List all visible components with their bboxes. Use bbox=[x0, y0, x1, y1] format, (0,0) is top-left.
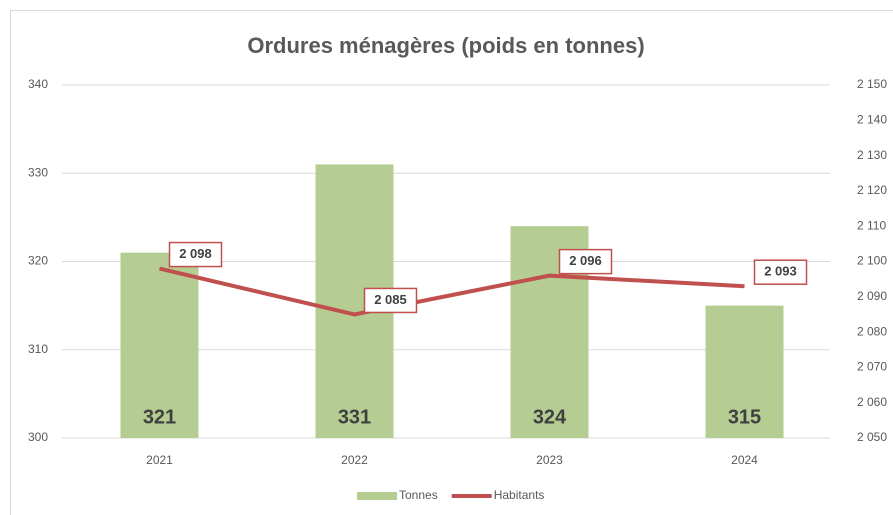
bar bbox=[120, 252, 199, 438]
y-tick-label: 330 bbox=[28, 165, 48, 179]
y2-tick-label: 2 060 bbox=[857, 395, 887, 409]
y2-tick-label: 2 120 bbox=[857, 183, 887, 197]
y-tick-label: 310 bbox=[28, 342, 48, 356]
legend-label: Tonnes bbox=[399, 488, 438, 502]
y-tick-label: 300 bbox=[28, 430, 48, 444]
x-tick-label: 2023 bbox=[536, 453, 563, 467]
x-tick-label: 2021 bbox=[146, 453, 173, 467]
data-label-box bbox=[363, 287, 418, 314]
y2-tick-label: 2 050 bbox=[857, 430, 887, 444]
y2-tick-label: 2 090 bbox=[857, 289, 887, 303]
line-value-label: 2 096 bbox=[569, 253, 602, 268]
x-tick-label: 2024 bbox=[731, 453, 758, 467]
legend-label: Habitants bbox=[494, 488, 545, 502]
line-value-label: 2 085 bbox=[374, 292, 407, 307]
y2-tick-label: 2 140 bbox=[857, 112, 887, 126]
data-label-box bbox=[168, 241, 223, 268]
y-tick-label: 340 bbox=[28, 77, 48, 91]
y2-tick-label: 2 080 bbox=[857, 324, 887, 338]
bar-value-label: 321 bbox=[143, 406, 176, 428]
data-label-box bbox=[753, 259, 808, 285]
data-label-box bbox=[558, 248, 613, 275]
chart-title: Ordures ménagères (poids en tonnes) bbox=[247, 33, 644, 58]
bar-value-label: 324 bbox=[533, 406, 567, 428]
y2-tick-label: 2 100 bbox=[857, 254, 887, 268]
line-value-label: 2 093 bbox=[764, 264, 797, 279]
y-tick-label: 320 bbox=[28, 254, 48, 268]
x-tick-label: 2022 bbox=[341, 453, 368, 467]
line bbox=[159, 266, 745, 317]
bar bbox=[705, 305, 784, 438]
y2-tick-label: 2 110 bbox=[857, 218, 886, 232]
y2-tick-label: 2 130 bbox=[857, 148, 887, 162]
legend-swatch bbox=[357, 492, 397, 500]
y2-tick-label: 2 150 bbox=[857, 77, 887, 91]
bar-value-label: 331 bbox=[338, 406, 371, 428]
bar-value-label: 315 bbox=[728, 406, 761, 428]
line-value-label: 2 098 bbox=[179, 246, 212, 261]
y2-tick-label: 2 070 bbox=[857, 360, 887, 374]
